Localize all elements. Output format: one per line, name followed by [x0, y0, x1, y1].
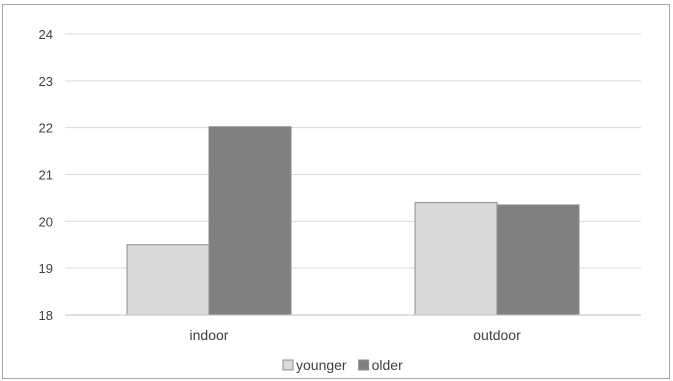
y-tick-label: 22: [39, 121, 53, 136]
y-tick-label: 24: [39, 27, 53, 42]
legend: younger older: [282, 357, 403, 373]
chart-frame: [2, 4, 670, 379]
y-tick-label: 20: [39, 214, 53, 229]
y-tick-label: 18: [39, 308, 53, 323]
x-tick-label: indoor: [190, 327, 229, 343]
x-axis-labels: indoor outdoor: [190, 327, 522, 343]
legend-swatch-younger: [282, 359, 294, 371]
legend-label-younger: younger: [296, 357, 347, 373]
y-tick-label: 19: [39, 261, 53, 276]
bars: [126, 126, 580, 316]
bar-younger-indoor: [126, 244, 210, 316]
legend-swatch-older: [358, 359, 370, 371]
y-tick-label: 23: [39, 74, 53, 89]
y-axis-ticks: 18 19 20 21 22 23 24: [39, 27, 53, 323]
bar-younger-outdoor: [414, 202, 498, 316]
bar-older-outdoor: [496, 204, 580, 316]
y-tick-label: 21: [39, 168, 53, 183]
x-tick-label: outdoor: [473, 327, 521, 343]
legend-label-older: older: [372, 357, 403, 373]
bar-older-indoor: [208, 126, 292, 316]
